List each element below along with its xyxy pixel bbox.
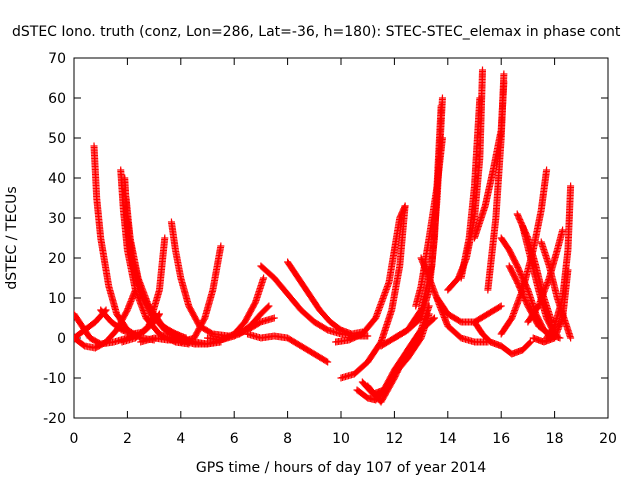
data-point xyxy=(543,166,551,174)
series-arc18 xyxy=(244,330,332,366)
data-point xyxy=(564,266,572,274)
y-tick-label: 40 xyxy=(48,171,66,187)
series-arc10 xyxy=(118,234,169,346)
data-point xyxy=(438,94,446,102)
series-arc44 xyxy=(529,266,572,346)
data-point xyxy=(438,134,446,142)
x-tick-label: 10 xyxy=(332,431,350,447)
data-point xyxy=(429,315,437,323)
data-point xyxy=(260,274,268,282)
x-tick-label: 0 xyxy=(70,431,79,447)
x-tick-label: 12 xyxy=(385,431,403,447)
y-tick-label: 60 xyxy=(48,91,66,107)
data-point xyxy=(161,234,169,242)
data-point xyxy=(567,334,575,342)
data-point xyxy=(74,310,78,318)
data-point xyxy=(217,242,225,250)
series-arc25 xyxy=(364,314,438,406)
x-tick-label: 6 xyxy=(230,431,239,447)
y-axis: -20 -10 0 10 20 30 40 50 60 70 xyxy=(43,51,608,427)
y-tick-label: 50 xyxy=(48,131,66,147)
data-point xyxy=(430,314,438,322)
data-point xyxy=(567,182,575,190)
series-arc04 xyxy=(74,306,110,342)
data-marks xyxy=(74,66,575,406)
x-tick-label: 20 xyxy=(599,431,617,447)
x-tick-label: 8 xyxy=(283,431,292,447)
y-tick-label: -20 xyxy=(43,411,66,427)
data-point xyxy=(324,358,332,366)
y-tick-label: 20 xyxy=(48,251,66,267)
data-point xyxy=(437,102,445,110)
data-point xyxy=(479,66,487,74)
x-tick-label: 16 xyxy=(492,431,510,447)
series-arc40 xyxy=(519,222,559,338)
data-point xyxy=(401,202,409,210)
data-point xyxy=(559,226,567,234)
x-tick-label: 18 xyxy=(546,431,564,447)
x-tick-label: 4 xyxy=(176,431,185,447)
y-tick-label: 10 xyxy=(48,291,66,307)
x-tick-label: 14 xyxy=(439,431,457,447)
x-axis-label: GPS time / hours of day 107 of year 2014 xyxy=(196,460,486,476)
series-arc38 xyxy=(497,166,551,338)
series-arc17 xyxy=(236,302,273,338)
data-point xyxy=(527,338,535,346)
data-point xyxy=(500,78,508,86)
data-point xyxy=(496,303,504,311)
series-arc11 xyxy=(167,218,233,340)
series-arc32 xyxy=(457,94,484,282)
series-arc21 xyxy=(337,202,409,382)
data-point xyxy=(526,339,534,347)
series-arc03 xyxy=(74,286,139,352)
chart-title: dSTEC Iono. truth (conz, Lon=286, Lat=-3… xyxy=(12,24,621,40)
data-point xyxy=(497,302,505,310)
data-point xyxy=(364,332,372,340)
data-point xyxy=(476,94,484,102)
data-point xyxy=(322,357,330,365)
data-point xyxy=(265,302,273,310)
series-arc35 xyxy=(471,78,508,242)
x-axis: 0 2 4 6 8 10 12 14 16 18 20 xyxy=(70,58,617,447)
y-tick-label: 0 xyxy=(57,331,66,347)
y-tick-label: 30 xyxy=(48,211,66,227)
x-tick-label: 2 xyxy=(123,431,132,447)
data-point xyxy=(270,314,278,322)
series-arc33 xyxy=(471,318,535,358)
data-point xyxy=(264,303,272,311)
y-tick-label: 70 xyxy=(48,51,66,67)
y-tick-label: -10 xyxy=(43,371,66,387)
data-point xyxy=(500,70,508,78)
series-arc22 xyxy=(332,202,409,346)
y-axis-label: dSTEC / TECUs xyxy=(4,186,20,289)
